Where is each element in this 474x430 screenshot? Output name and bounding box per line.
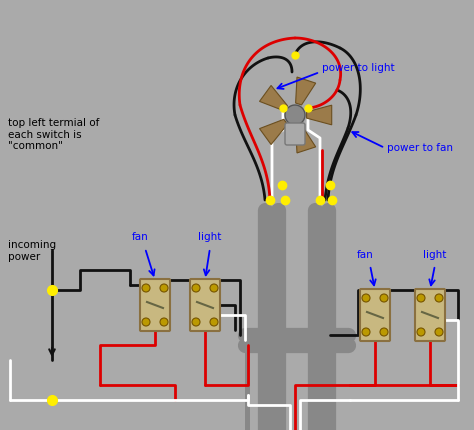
Circle shape	[142, 318, 150, 326]
Circle shape	[362, 294, 370, 302]
Circle shape	[210, 318, 218, 326]
Circle shape	[210, 284, 218, 292]
Circle shape	[417, 294, 425, 302]
FancyBboxPatch shape	[190, 279, 220, 331]
FancyBboxPatch shape	[140, 279, 170, 331]
Text: light: light	[198, 232, 222, 242]
Circle shape	[192, 284, 200, 292]
Polygon shape	[296, 77, 316, 105]
Bar	[245, 340, 250, 430]
Polygon shape	[307, 105, 332, 125]
Text: power to light: power to light	[322, 63, 395, 73]
FancyBboxPatch shape	[360, 289, 390, 341]
Bar	[245, 330, 350, 348]
Text: power to fan: power to fan	[387, 143, 453, 153]
FancyBboxPatch shape	[415, 289, 445, 341]
Circle shape	[192, 318, 200, 326]
Circle shape	[435, 328, 443, 336]
Circle shape	[362, 328, 370, 336]
Circle shape	[160, 284, 168, 292]
Text: fan: fan	[132, 232, 148, 242]
Text: top left termial of
each switch is
"common": top left termial of each switch is "comm…	[8, 118, 100, 151]
Circle shape	[435, 294, 443, 302]
Circle shape	[417, 328, 425, 336]
Circle shape	[142, 284, 150, 292]
Text: fan: fan	[356, 250, 374, 260]
Circle shape	[380, 328, 388, 336]
Text: incoming
power: incoming power	[8, 240, 56, 261]
Circle shape	[380, 294, 388, 302]
Circle shape	[160, 318, 168, 326]
Polygon shape	[260, 119, 287, 144]
FancyBboxPatch shape	[285, 123, 305, 145]
Circle shape	[285, 105, 305, 125]
Text: light: light	[423, 250, 447, 260]
Polygon shape	[260, 86, 287, 111]
Polygon shape	[296, 125, 316, 153]
